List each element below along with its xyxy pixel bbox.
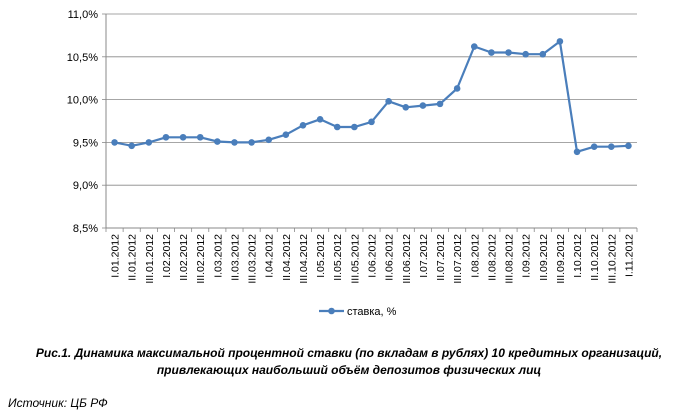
data-point — [522, 50, 529, 58]
x-tick-label: II.02.2012 — [178, 234, 190, 281]
x-tick-label: I.10.2012 — [572, 234, 584, 278]
y-tick-label: 11,0% — [68, 9, 99, 21]
data-point — [162, 133, 170, 141]
x-tick-label: III.03.2012 — [247, 234, 259, 284]
data-point — [608, 143, 615, 150]
data-point — [282, 131, 290, 138]
x-tick-label: I.06.2012 — [367, 234, 379, 278]
series-line-layer — [111, 38, 632, 156]
data-point — [333, 123, 341, 131]
y-tick-label: 9,5% — [73, 137, 98, 149]
data-point — [231, 139, 238, 146]
data-point — [368, 118, 375, 126]
source-note: Источник: ЦБ РФ — [8, 396, 108, 410]
data-point — [470, 43, 478, 50]
data-point — [179, 133, 187, 141]
x-tick-label: II.04.2012 — [281, 234, 293, 281]
data-point — [419, 102, 427, 109]
legend-marker — [328, 307, 335, 315]
data-point — [402, 104, 410, 111]
x-tick-label: III.02.2012 — [195, 234, 207, 284]
x-tick-label: I.02.2012 — [161, 234, 173, 278]
x-tick-label: I.09.2012 — [521, 234, 533, 278]
x-tick-label: II.03.2012 — [229, 234, 241, 281]
y-tick-label: 9,0% — [73, 180, 98, 192]
x-tick-label: II.05.2012 — [332, 234, 344, 281]
x-tick-label: II.06.2012 — [384, 234, 396, 281]
x-tick-label: I.01.2012 — [110, 234, 122, 278]
x-tick-label: III.09.2012 — [555, 234, 567, 284]
data-point — [299, 121, 307, 129]
data-point — [214, 138, 221, 145]
data-point — [436, 100, 444, 108]
x-tick-label: III.01.2012 — [144, 234, 156, 284]
data-point — [265, 136, 273, 144]
y-tick-label: 10,5% — [67, 52, 98, 64]
x-tick-label: I.08.2012 — [469, 234, 481, 278]
data-point — [590, 143, 598, 150]
series-line — [114, 40, 629, 153]
x-tick-label: III.05.2012 — [349, 234, 361, 284]
x-tick-labels: I.01.2012 II.01.2012 III.01.2012 I.02.2012 I… — [110, 234, 636, 284]
x-tick-label: I.03.2012 — [212, 234, 224, 278]
x-tick-label: III.04.2012 — [298, 234, 310, 284]
data-point — [316, 115, 324, 123]
data-point — [145, 139, 153, 146]
data-point — [351, 123, 358, 131]
data-point — [488, 49, 495, 56]
data-point — [505, 49, 512, 56]
axes — [102, 13, 638, 232]
data-point — [128, 142, 135, 150]
y-tick-labels: 8,5% 9,0% 9,5% 10,0% 10,5% 11,0% — [67, 9, 98, 235]
data-point — [453, 85, 461, 92]
data-point — [539, 50, 547, 58]
x-tick-label: III.06.2012 — [401, 234, 413, 284]
data-point — [111, 139, 118, 146]
x-tick-label: II.10.2012 — [589, 234, 601, 281]
x-tick-label: II.01.2012 — [127, 234, 139, 281]
data-point — [556, 38, 564, 45]
data-point — [248, 139, 255, 146]
data-point — [625, 142, 632, 150]
y-tick-label: 8,5% — [73, 223, 98, 235]
y-tick-label: 10,0% — [67, 95, 98, 107]
x-tick-label: II.08.2012 — [486, 234, 498, 281]
legend: ставка, % — [319, 306, 397, 318]
caption-line-2: привлекающих наибольший объём депозитов … — [156, 363, 542, 377]
figure-caption: Рис.1. Динамика максимальной процентной … — [0, 345, 698, 379]
data-point — [196, 133, 204, 141]
legend-label: ставка, % — [347, 306, 397, 318]
x-tick-label: III.07.2012 — [452, 234, 464, 284]
x-tick-label: II.09.2012 — [538, 234, 550, 281]
x-tick-label: I.04.2012 — [264, 234, 276, 278]
x-tick-label: II.07.2012 — [435, 234, 447, 281]
x-tick-label: I.11.2012 — [623, 234, 635, 277]
caption-line-1: Рис.1. Динамика максимальной процентной … — [35, 346, 663, 360]
x-tick-label: III.10.2012 — [606, 234, 618, 284]
x-tick-label: I.05.2012 — [315, 234, 327, 278]
chart: 8,5% 9,0% 9,5% 10,0% 10,5% 11,0% I.01.2012 II.… — [67, 9, 638, 318]
x-tick-label: I.07.2012 — [418, 234, 430, 278]
data-point — [573, 148, 581, 156]
x-tick-label: III.08.2012 — [504, 234, 516, 284]
data-point — [385, 98, 392, 105]
